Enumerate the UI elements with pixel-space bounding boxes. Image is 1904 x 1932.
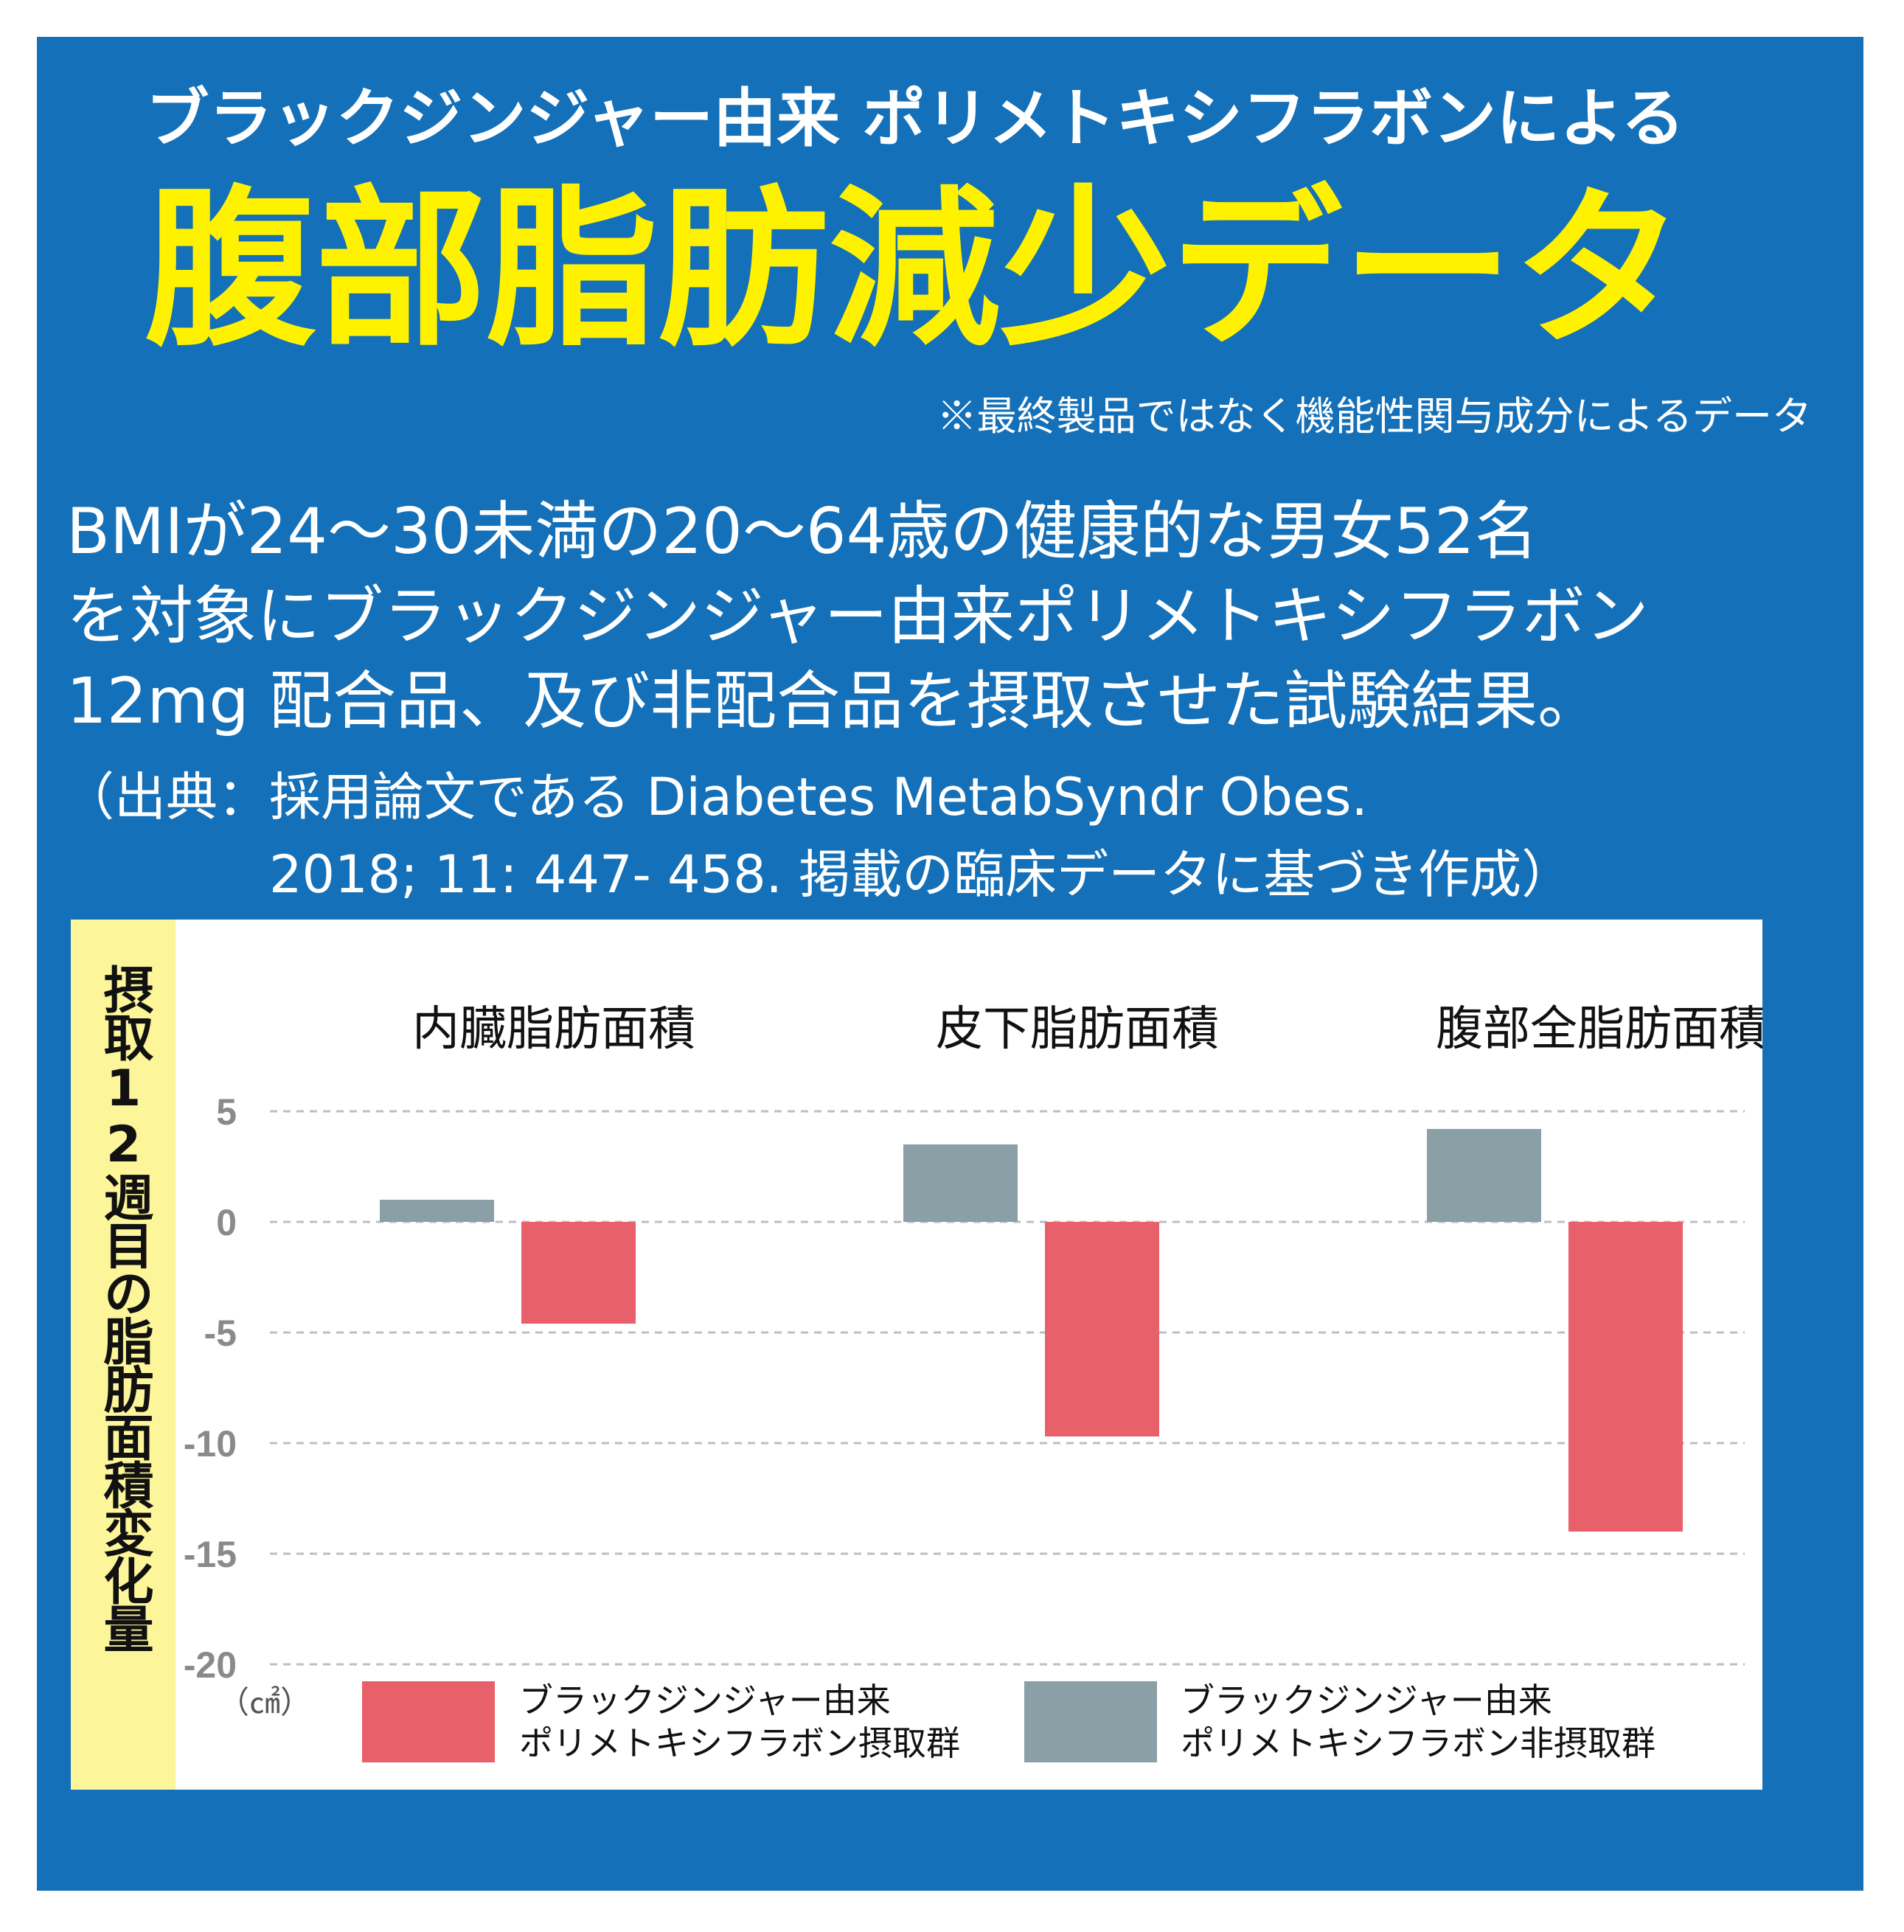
y-tick-label: -20 bbox=[184, 1644, 237, 1686]
y-tick-label: -5 bbox=[204, 1313, 237, 1354]
chart-box: 摂取12週目の脂肪面積変化量 5 0 -5 -10 -15 -20 内臓脂肪面積 皮下脂肪面積… bbox=[71, 920, 1762, 1790]
y-tick-label: 5 bbox=[216, 1091, 237, 1133]
y-tick-label: -10 bbox=[184, 1423, 237, 1464]
legend-label-intake-line2: ポリメトキシフラボン摂取群 bbox=[519, 1723, 960, 1763]
description-line-1: BMIが24〜30未満の20〜64歳の健康的な男女52名 bbox=[66, 495, 1538, 569]
bar-non-intake bbox=[903, 1144, 1018, 1222]
bar-intake bbox=[1568, 1222, 1683, 1532]
category-label: 皮下脂肪面積 bbox=[936, 1002, 1219, 1057]
y-axis-unit: （㎠） bbox=[218, 1684, 312, 1720]
y-tick-label: 0 bbox=[216, 1202, 237, 1243]
y-axis-label-band: 摂取12週目の脂肪面積変化量 bbox=[71, 920, 176, 1790]
legend-label-non-intake-line1: ブラックジンジャー由来 bbox=[1181, 1681, 1552, 1720]
bar-chart: 5 0 -5 -10 -15 -20 内臓脂肪面積 皮下脂肪面積 腹部全脂肪面積 bbox=[184, 1002, 1762, 1686]
category-label: 腹部全脂肪面積 bbox=[1436, 1002, 1762, 1057]
legend-label-intake-line1: ブラックジンジャー由来 bbox=[519, 1681, 891, 1720]
description-line-3: 12mg 配合品、及び非配合品を摂取させた試験結果。 bbox=[66, 664, 1602, 738]
bar-intake bbox=[521, 1222, 636, 1324]
description-line-2: を対象にブラックジンジャー由来ポリメトキシフラボン bbox=[66, 580, 1649, 653]
main-title: 腹部脂肪減少データ bbox=[144, 168, 1684, 369]
legend-label-non-intake: ブラックジンジャー由来 ポリメトキシフラボン非摂取群 bbox=[1181, 1679, 1655, 1765]
source-line-2: 2018; 11: 447- 458. 掲載の臨床データに基づき作成） bbox=[269, 844, 1574, 905]
bar-non-intake bbox=[380, 1200, 494, 1222]
y-axis-label: 摂取12週目の脂肪面積変化量 bbox=[94, 964, 153, 1651]
disclaimer-note: ※最終製品ではなく機能性関与成分によるデータ bbox=[937, 393, 1812, 439]
bar-intake bbox=[1045, 1222, 1159, 1436]
y-tick-label: -15 bbox=[184, 1534, 237, 1575]
legend-swatch-non-intake bbox=[1024, 1681, 1157, 1762]
legend-label-non-intake-line2: ポリメトキシフラボン非摂取群 bbox=[1181, 1723, 1655, 1763]
category-label: 内臓脂肪面積 bbox=[412, 1002, 695, 1057]
legend-label-intake: ブラックジンジャー由来 ポリメトキシフラボン摂取群 bbox=[519, 1679, 960, 1765]
legend-swatch-intake bbox=[362, 1681, 495, 1762]
subtitle: ブラックジンジャー由来 ポリメトキシフラボンによる bbox=[145, 82, 1685, 156]
bar-non-intake bbox=[1427, 1129, 1541, 1222]
source-line-1: （出典：採用論文である Diabetes MetabSyndr Obes. bbox=[63, 767, 1368, 827]
